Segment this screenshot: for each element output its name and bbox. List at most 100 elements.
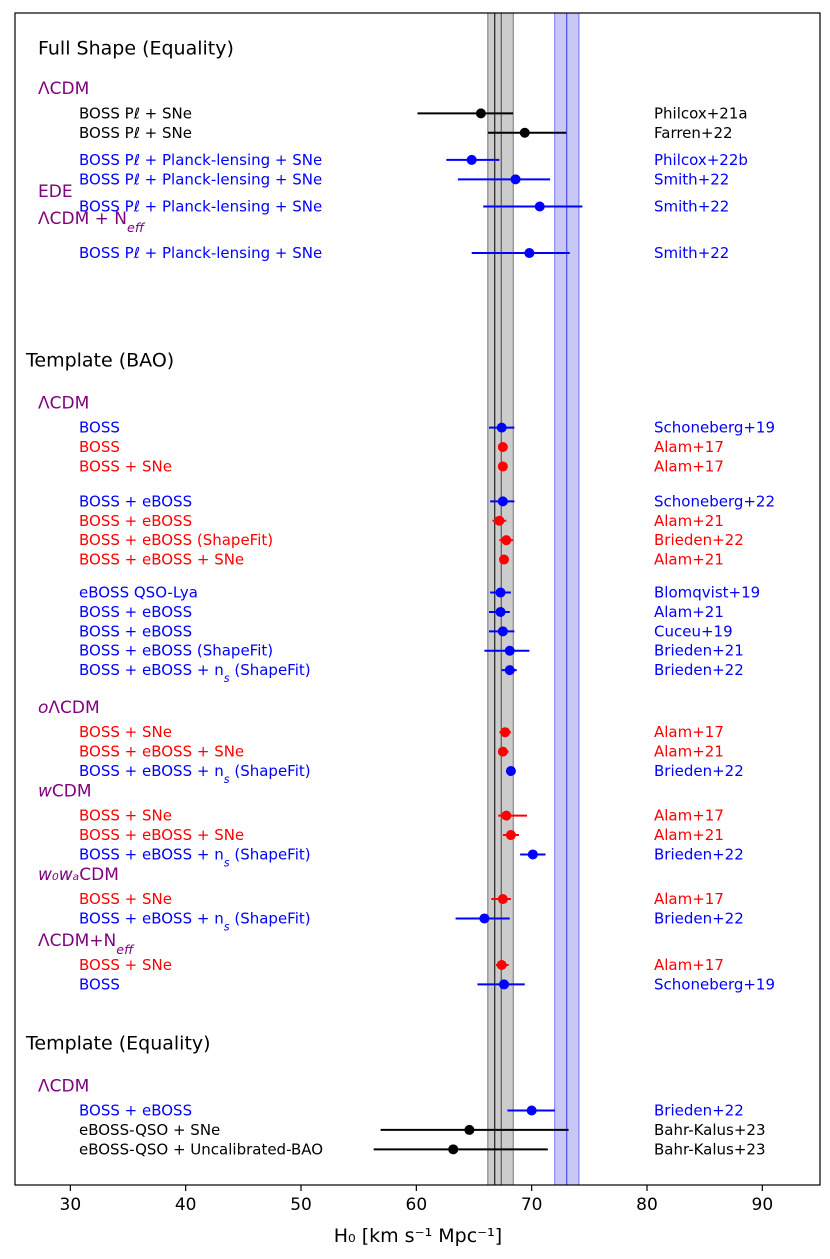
reference-label: Schoneberg+22 <box>654 492 775 510</box>
reference-bands <box>487 13 580 1185</box>
section-heading: Template (Equality) <box>25 1033 211 1055</box>
dataset-label: BOSS Pℓ + Planck-lensing + SNe <box>79 170 322 188</box>
dataset-label: BOSS + eBOSS <box>79 603 192 621</box>
reference-label: Bahr-Kalus+23 <box>654 1121 766 1139</box>
dataset-label: BOSS + eBOSS <box>79 512 192 530</box>
data-point <box>479 913 490 924</box>
reference-label: Brieden+22 <box>654 531 744 549</box>
dataset-label: BOSS + eBOSS + ns (ShapeFit) <box>79 909 311 933</box>
data-point <box>504 665 515 676</box>
model-heading: ΛCDM <box>38 79 89 99</box>
data-point <box>494 515 505 526</box>
reference-label: Schoneberg+19 <box>654 975 775 993</box>
reference-label: Blomqvist+19 <box>654 584 760 602</box>
reference-label: Philcox+21a <box>654 104 748 122</box>
model-heading: w₀wₐCDM <box>38 865 119 885</box>
reference-label: Bahr-Kalus+23 <box>654 1140 766 1158</box>
data-point <box>497 894 508 905</box>
data-point <box>497 461 508 472</box>
data-point <box>448 1144 459 1155</box>
reference-label: Alam+17 <box>654 438 724 456</box>
dataset-label: BOSS + eBOSS <box>79 492 192 510</box>
data-point <box>501 535 512 546</box>
x-axis: 30 40 50 60 70 80 90 <box>60 1185 774 1215</box>
x-tick-label: 30 <box>60 1195 82 1215</box>
dataset-label: BOSS + eBOSS + SNe <box>79 743 244 761</box>
row-labels: Full Shape (Equality) Template (BAO) Templ… <box>25 37 775 1158</box>
data-point <box>498 554 509 565</box>
reference-label: Farren+22 <box>654 124 733 142</box>
dataset-label: BOSS + eBOSS <box>79 1102 192 1120</box>
data-point <box>464 1124 475 1135</box>
reference-label: Alam+21 <box>654 826 724 844</box>
data-point <box>510 174 521 185</box>
data-point <box>498 979 509 990</box>
data-point <box>475 108 486 119</box>
dataset-label: BOSS Pℓ + Planck-lensing + SNe <box>79 244 322 262</box>
dataset-label: BOSS + eBOSS + SNe <box>79 826 244 844</box>
dataset-label: BOSS + eBOSS (ShapeFit) <box>79 642 273 660</box>
data-point <box>497 626 508 637</box>
reference-label: Alam+17 <box>654 723 724 741</box>
data-point <box>519 127 530 138</box>
data-point <box>495 606 506 617</box>
model-heading: wCDM <box>38 781 92 801</box>
data-point <box>497 442 508 453</box>
data-point <box>526 1105 537 1116</box>
reference-label: Alam+17 <box>654 890 724 908</box>
data-point <box>505 830 516 841</box>
reference-label: Cuceu+19 <box>654 622 733 640</box>
x-tick-label: 90 <box>752 1195 774 1215</box>
reference-label: Alam+21 <box>654 551 724 569</box>
dataset-label: BOSS + SNe <box>79 457 172 475</box>
reference-label: Schoneberg+19 <box>654 419 775 437</box>
model-heading: oΛCDM <box>38 698 100 718</box>
dataset-label: BOSS <box>79 975 120 993</box>
data-point <box>466 154 477 165</box>
dataset-label: BOSS + eBOSS + ns (ShapeFit) <box>79 762 311 786</box>
dataset-label: BOSS + eBOSS <box>79 622 192 640</box>
dataset-label: BOSS Pℓ + Planck-lensing + SNe <box>79 197 322 215</box>
dataset-label: BOSS + eBOSS + ns (ShapeFit) <box>79 845 311 869</box>
reference-label: Alam+17 <box>654 956 724 974</box>
x-tick-label: 50 <box>290 1195 312 1215</box>
model-heading: ΛCDM+Neff <box>38 931 135 958</box>
reference-label: Alam+21 <box>654 603 724 621</box>
reference-label: Smith+22 <box>654 197 729 215</box>
reference-label: Brieden+22 <box>654 1102 744 1120</box>
data-point <box>500 727 511 738</box>
dataset-label: BOSS Pℓ + SNe <box>79 124 192 142</box>
x-tick-label: 40 <box>175 1195 197 1215</box>
data-point <box>505 766 516 777</box>
dataset-label: BOSS + SNe <box>79 956 172 974</box>
x-tick-label: 60 <box>406 1195 428 1215</box>
dataset-label: BOSS + SNe <box>79 723 172 741</box>
data-point <box>524 248 535 259</box>
data-point <box>527 849 538 860</box>
dataset-label: eBOSS-QSO + Uncalibrated-BAO <box>79 1140 323 1158</box>
section-heading: Full Shape (Equality) <box>38 37 234 59</box>
dataset-label: BOSS <box>79 438 120 456</box>
reference-label: Brieden+22 <box>654 845 744 863</box>
reference-band <box>487 13 514 1185</box>
dataset-label: BOSS <box>79 419 120 437</box>
data-point <box>497 746 508 757</box>
reference-label: Brieden+22 <box>654 762 744 780</box>
dataset-label: eBOSS QSO-Lya <box>79 584 198 602</box>
data-point <box>496 422 507 433</box>
model-heading: EDE <box>38 182 73 202</box>
dataset-label: eBOSS-QSO + SNe <box>79 1121 220 1139</box>
data-points <box>373 108 583 1155</box>
x-axis-label: H₀ [km s⁻¹ Mpc⁻¹] <box>334 1225 502 1247</box>
model-heading: ΛCDM + Neff <box>38 209 146 236</box>
reference-label: Alam+17 <box>654 807 724 825</box>
x-tick-label: 80 <box>636 1195 658 1215</box>
reference-label: Smith+22 <box>654 170 729 188</box>
data-point <box>495 587 506 598</box>
x-tick-label: 70 <box>521 1195 543 1215</box>
model-heading: ΛCDM <box>38 1076 89 1096</box>
dataset-label: BOSS + eBOSS + ns (ShapeFit) <box>79 661 311 685</box>
reference-label: Brieden+22 <box>654 661 744 679</box>
reference-label: Alam+17 <box>654 457 724 475</box>
